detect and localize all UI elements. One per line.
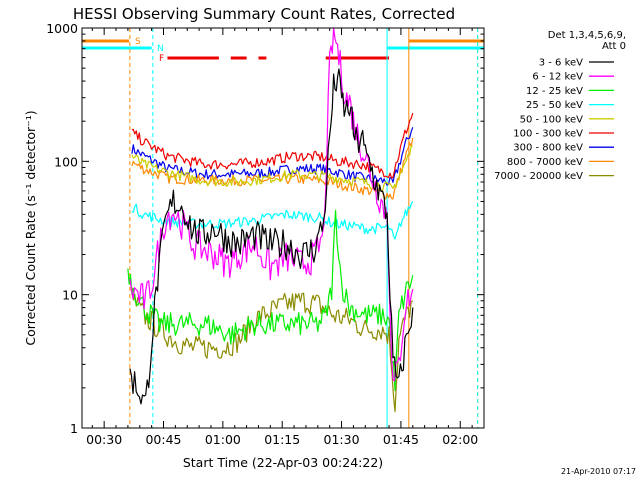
y-tick-label: 100 bbox=[54, 154, 78, 169]
legend-label-300-800-kev: 300 - 800 keV bbox=[513, 143, 583, 154]
legend-label-800-7000-kev: 800 - 7000 keV bbox=[507, 157, 583, 168]
y-axis: 1 10 100 1000 bbox=[46, 21, 484, 436]
y-tick-label: 10 bbox=[62, 288, 78, 303]
series-line-12-25-kev bbox=[127, 209, 414, 392]
series-line-100-300-kev bbox=[131, 112, 414, 179]
series-line-7000-20000-kev bbox=[131, 287, 414, 413]
legend-label-7000-20000-kev: 7000 - 20000 keV bbox=[494, 171, 583, 182]
series-line-25-50-kev bbox=[131, 201, 414, 240]
series-line-800-7000-kev bbox=[131, 137, 414, 200]
legend-header-line: Att 0 bbox=[602, 41, 626, 52]
footer-timestamp: 21-Apr-2010 07:17 bbox=[561, 467, 636, 476]
legend-label-25-50-kev: 25 - 50 keV bbox=[526, 100, 583, 111]
x-axis: 00:30 00:45 01:00 01:15 01:30 01:45 02:00 bbox=[86, 28, 485, 447]
legend-label-50-100-kev: 50 - 100 keV bbox=[520, 114, 584, 125]
x-tick-label: 00:30 bbox=[86, 432, 122, 447]
flag-n-label: N bbox=[157, 44, 164, 54]
x-tick-label: 00:45 bbox=[145, 432, 181, 447]
legend: Det 1,3,4,5,6,9,Att 0 3 - 6 keV 6 - 12 keV… bbox=[494, 30, 626, 182]
legend-label-3-6-kev: 3 - 6 keV bbox=[539, 58, 583, 69]
y-tick-label: 1000 bbox=[46, 21, 78, 36]
y-tick-label: 1 bbox=[70, 421, 78, 436]
plot-frame bbox=[81, 27, 485, 429]
legend-label-6-12-kev: 6 - 12 keV bbox=[532, 72, 583, 83]
x-tick-label: 01:30 bbox=[324, 432, 360, 447]
x-axis-label: Start Time (22-Apr-03 00:24:22) bbox=[183, 455, 383, 470]
series-layer bbox=[127, 27, 414, 413]
legend-label-100-300-kev: 100 - 300 keV bbox=[513, 129, 583, 140]
chart-title: HESSI Observing Summary Count Rates, Cor… bbox=[73, 5, 455, 23]
legend-header-line: Det 1,3,4,5,6,9, bbox=[548, 30, 626, 41]
flag-s-label: S bbox=[135, 37, 141, 47]
x-tick-label: 01:45 bbox=[383, 432, 419, 447]
series-line-6-12-kev bbox=[129, 27, 414, 382]
series-line-50-100-kev bbox=[131, 145, 413, 192]
x-tick-label: 01:15 bbox=[264, 432, 300, 447]
legend-label-12-25-kev: 12 - 25 keV bbox=[526, 86, 583, 97]
x-tick-label: 01:00 bbox=[205, 432, 241, 447]
series-line-3-6-kev bbox=[129, 68, 414, 405]
x-tick-label: 02:00 bbox=[442, 432, 478, 447]
flag-f-label: F bbox=[159, 54, 164, 64]
flag-layer: S NF bbox=[82, 37, 484, 64]
y-axis-label: Corrected Count Rate (s⁻¹ detector⁻¹) bbox=[23, 110, 38, 345]
